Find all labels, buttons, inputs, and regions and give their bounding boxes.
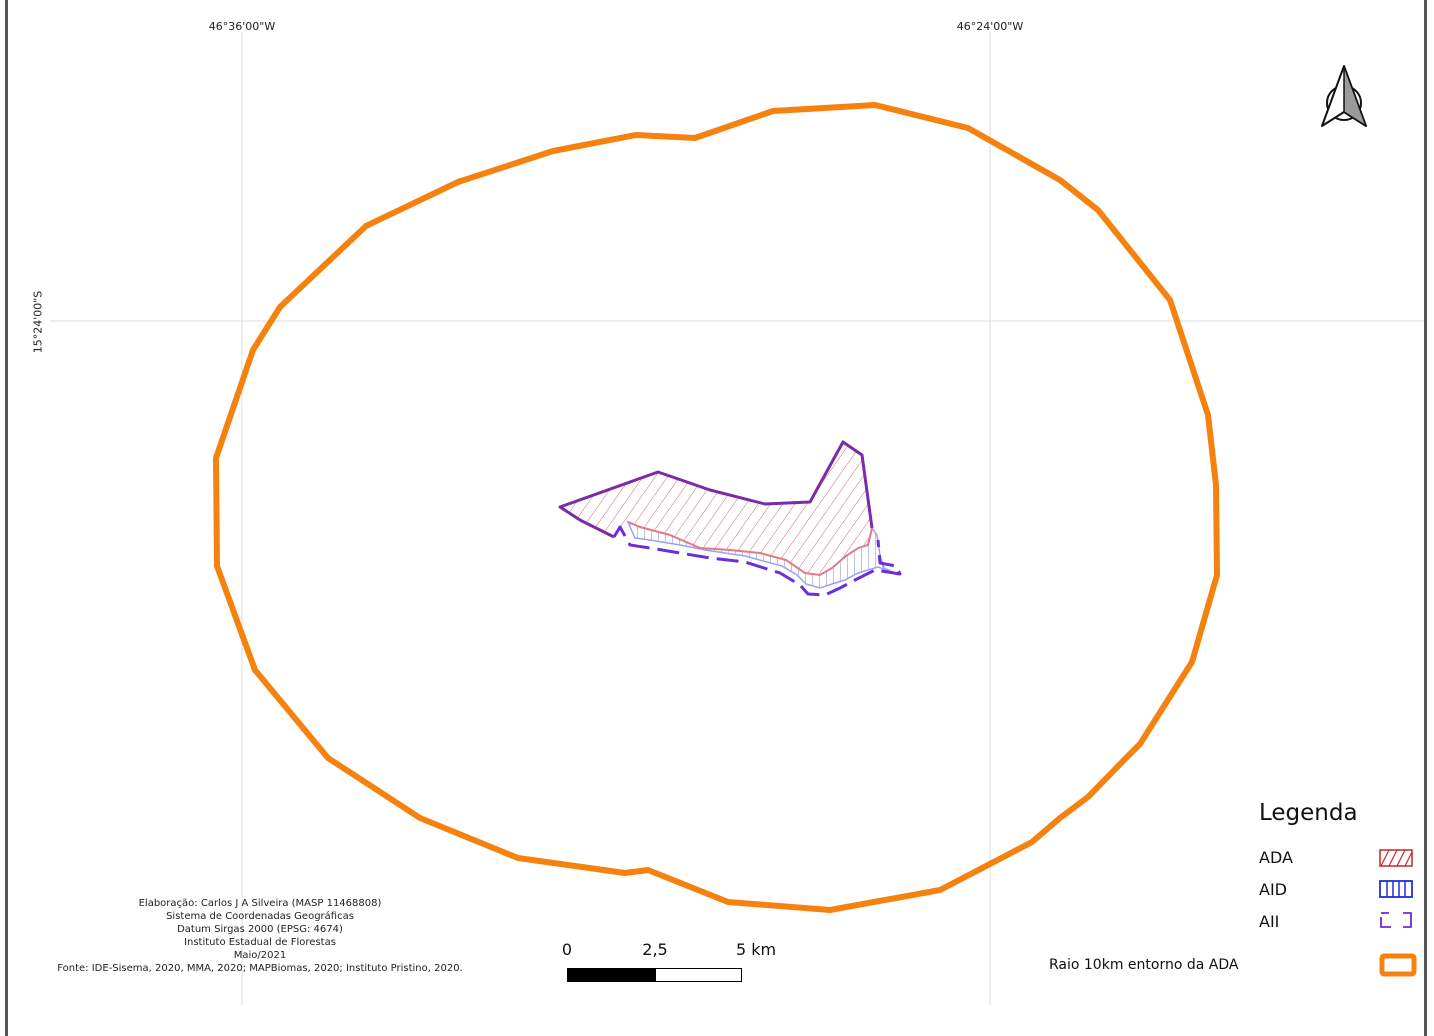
legend-buffer-swatch-icon [1379,953,1417,977]
latitude-label: 15°24'00"S [31,290,45,354]
aii-outline-dashed [612,525,902,597]
longitude-label-right: 46°24'00"W [956,20,1024,33]
credits-sources: Fonte: IDE-Sisema, 2020, MMA, 2020; MAPB… [57,963,463,974]
legend-label-buffer: Raio 10km entorno da ADA [1049,957,1239,973]
scale-label-end: 5 km [735,940,777,959]
right-frame-border [1424,0,1427,1036]
legend-label-aid: AID [1259,880,1287,899]
left-frame-border [5,0,8,1036]
credits-institution: Instituto Estadual de Florestas [184,937,336,948]
legend-ada-swatch-icon [1379,849,1413,867]
scale-label-mid: 2,5 [642,940,668,959]
legend-aid-swatch-icon [1379,880,1413,898]
ada-inner-boundary [627,521,873,577]
north-arrow-icon [1321,65,1367,127]
credits-date: Maio/2021 [233,950,287,961]
legend-label-ada: ADA [1259,848,1293,867]
ada-area [560,442,872,575]
longitude-label-left: 46°36'00"W [208,20,276,33]
scale-bar-black-segment [567,968,656,982]
credits-author: Elaboração: Carlos J A Silveira (MASP 11… [138,898,382,909]
legend-title: Legenda [1259,800,1358,826]
scale-bar-white-segment [655,968,742,982]
credits-coordinate-system: Sistema de Coordenadas Geográficas [166,911,354,922]
map-credits: Elaboração: Carlos J A Silveira (MASP 11… [40,897,480,975]
legend-aii-swatch-icon [1380,912,1412,928]
buffer-10km-outline [213,102,1220,913]
legend-label-aii: AII [1259,912,1280,931]
scale-label-zero: 0 [561,940,573,959]
aii-outline-solid [558,440,874,539]
credits-datum: Datum Sirgas 2000 (EPSG: 4674) [177,924,343,935]
